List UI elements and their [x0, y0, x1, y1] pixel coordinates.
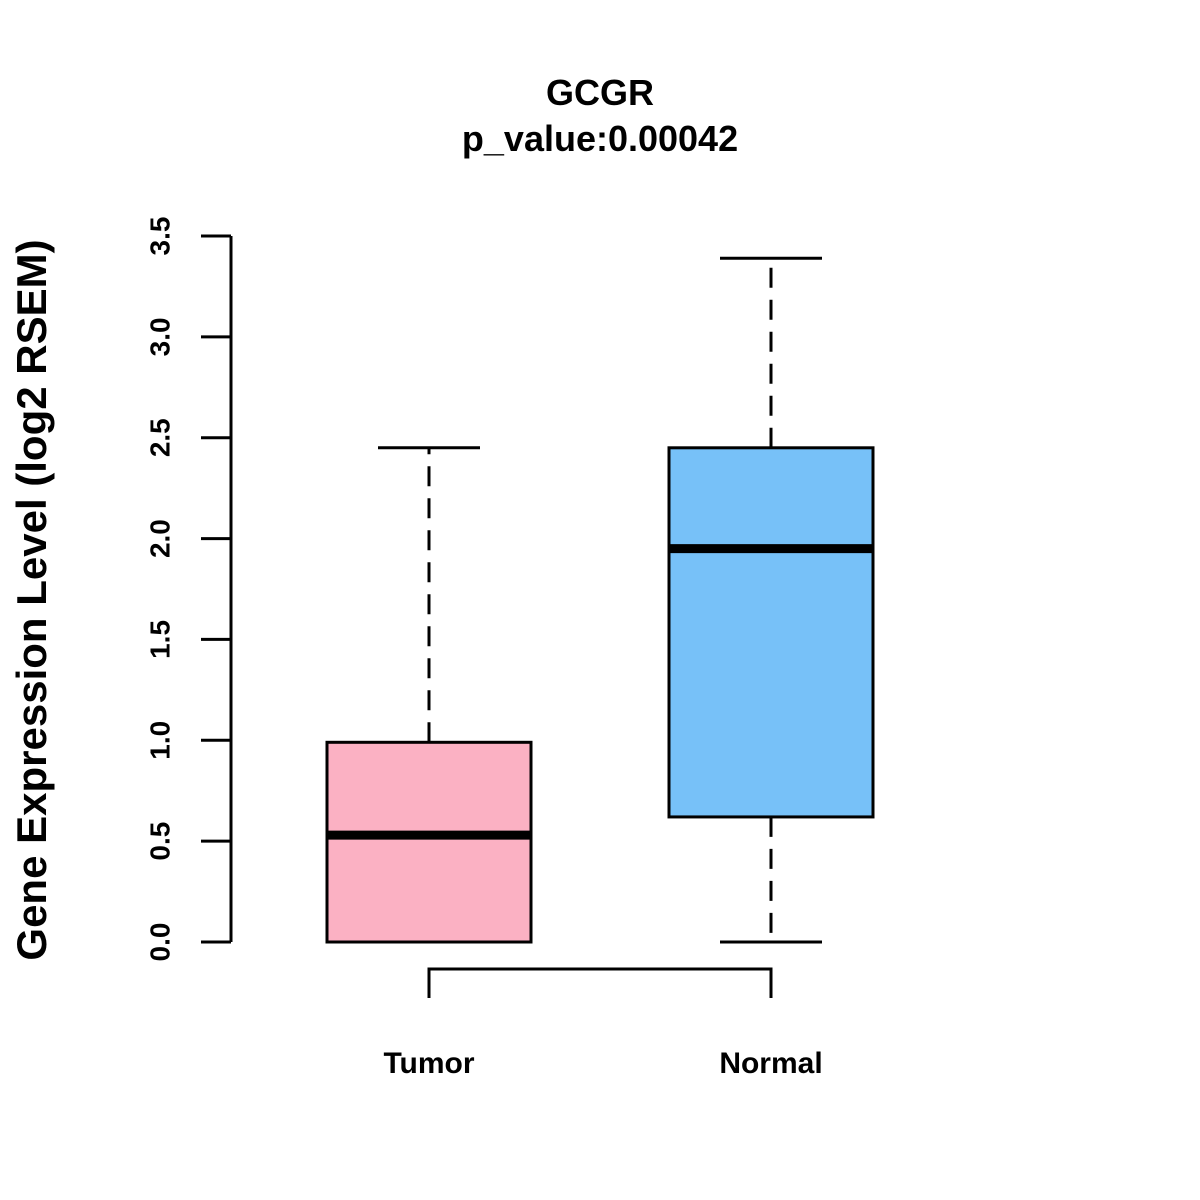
chart-subtitle: p_value:0.00042 [462, 118, 738, 159]
y-tick-label: 2.5 [145, 418, 176, 457]
x-axis-labels: Tumor Normal [383, 1047, 822, 1080]
y-tick-label: 3.0 [145, 317, 176, 356]
comparison-bracket [427, 967, 773, 998]
x-category-label: Tumor [383, 1047, 474, 1080]
chart-title: GCGR [546, 72, 654, 113]
iqr-box [325, 740, 533, 944]
y-tick-label: 2.0 [145, 519, 176, 558]
y-tick-label: 1.0 [145, 721, 176, 760]
box-normal [667, 256, 875, 944]
y-axis-label: Gene Expression Level (log2 RSEM) [8, 239, 55, 960]
bracket-line [427, 967, 773, 998]
y-tick-label: 0.5 [145, 822, 176, 861]
iqr-box [667, 446, 875, 819]
y-axis: 0.0 0.5 1.0 1.5 2.0 2.5 3.0 3.5 [145, 217, 233, 962]
box-series [325, 256, 875, 944]
y-tick-label: 3.5 [145, 217, 176, 256]
y-tick-label: 1.5 [145, 620, 176, 659]
y-tick-label: 0.0 [145, 923, 176, 962]
box-tumor [325, 446, 533, 944]
x-category-label: Normal [719, 1047, 822, 1080]
